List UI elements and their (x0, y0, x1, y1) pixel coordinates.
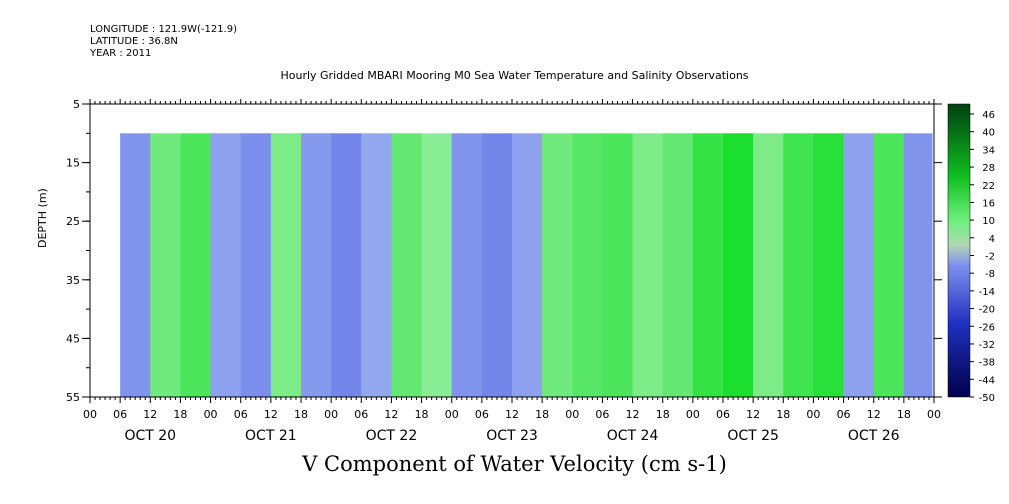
x-tick-label: 18 (656, 408, 670, 421)
heatmap-cell (391, 133, 423, 398)
x-tick-label: 12 (867, 408, 881, 421)
colorbar-label: -8 (985, 269, 995, 280)
x-tick-label: 18 (897, 408, 911, 421)
x-day-label: OCT 20 (124, 428, 176, 444)
heatmap-cell (301, 133, 332, 398)
x-tick-label: 00 (927, 408, 941, 421)
heatmap-cell (572, 133, 603, 398)
colorbar-label: -32 (979, 340, 995, 351)
y-axis-label: DEPTH (m) (36, 188, 49, 248)
colorbar-label: 4 (989, 234, 995, 245)
x-tick-label: 06 (113, 408, 127, 421)
x-tick-label: 06 (595, 408, 609, 421)
colorbar-gradient (947, 103, 971, 398)
x-tick-label: 18 (173, 408, 187, 421)
x-tick-label: 06 (716, 408, 730, 421)
x-tick-label: 00 (806, 408, 820, 421)
x-tick-label: 06 (475, 408, 489, 421)
x-tick-label: 06 (234, 408, 248, 421)
x-tick-label: 00 (83, 408, 97, 421)
heatmap (120, 133, 933, 398)
x-tick-label: 00 (445, 408, 459, 421)
heatmap-cell (813, 133, 845, 398)
x-tick-label: 18 (776, 408, 790, 421)
heatmap-cell (512, 133, 543, 398)
x-day-label: OCT 21 (245, 428, 297, 444)
colorbar-label: 28 (982, 163, 995, 174)
x-tick-label: 00 (204, 408, 218, 421)
plot-title: Hourly Gridded MBARI Mooring M0 Sea Wate… (280, 69, 749, 82)
heatmap-cell (421, 133, 453, 398)
heatmap-cell (180, 133, 212, 398)
heatmap-cell (753, 133, 784, 398)
heatmap-cell (843, 133, 875, 398)
y-tick-label: 15 (66, 157, 80, 170)
colorbar-label: -38 (979, 358, 995, 369)
y-tick-label: 25 (66, 215, 80, 228)
colorbar-label: 40 (982, 128, 995, 139)
x-tick-label: 12 (746, 408, 760, 421)
heatmap-cell (120, 133, 151, 398)
colorbar-label: 16 (982, 198, 995, 209)
x-tick-label: 12 (626, 408, 640, 421)
colorbar-label: 22 (982, 181, 995, 192)
heatmap-cell (240, 133, 272, 398)
colorbar-label: -2 (985, 252, 995, 263)
colorbar-label: 10 (982, 216, 995, 227)
chart-title: V Component of Water Velocity (cm s-1) (302, 452, 727, 476)
heatmap-cell (210, 133, 242, 398)
heatmap-cell (361, 133, 392, 398)
y-tick-label: 55 (66, 391, 80, 404)
y-tick-label: 35 (66, 274, 80, 287)
x-day-label: OCT 24 (607, 428, 659, 444)
x-tick-label: 00 (565, 408, 579, 421)
x-day-label: OCT 22 (366, 428, 418, 444)
colorbar: 46 40 34 28 22 16 10 4 -2 -8 -14 -20 -26 -32 -38 -44 -50 (947, 103, 995, 404)
heatmap-cell (632, 133, 664, 398)
heatmap-cell (481, 133, 513, 398)
heatmap-cell (542, 133, 573, 398)
colorbar-label: -44 (979, 375, 995, 386)
x-tick-label: 06 (354, 408, 368, 421)
x-day-label: OCT 23 (486, 428, 538, 444)
year-label: YEAR : 2011 (90, 48, 152, 59)
heatmap-cell (270, 133, 302, 398)
colorbar-label: 46 (982, 110, 995, 121)
x-tick-label: 12 (505, 408, 519, 421)
x-day-label: OCT 25 (727, 428, 779, 444)
heatmap-cell (873, 133, 905, 398)
heatmap-cell (602, 133, 634, 398)
heatmap-cell (723, 133, 754, 398)
colorbar-label: -20 (979, 305, 995, 316)
y-tick-label: 45 (66, 332, 80, 345)
colorbar-label: -26 (979, 322, 995, 333)
x-tick-label: 18 (535, 408, 549, 421)
colorbar-label: -50 (979, 393, 995, 404)
x-tick-label: 12 (143, 408, 157, 421)
x-day-label: OCT 26 (848, 428, 900, 444)
longitude-label: LONGITUDE : 121.9W(-121.9) (90, 24, 237, 35)
latitude-label: LATITUDE : 36.8N (90, 36, 178, 47)
heatmap-cell (150, 133, 181, 398)
heatmap-cell (662, 133, 694, 398)
x-tick-label: 12 (384, 408, 398, 421)
heatmap-cell (451, 133, 483, 398)
heatmap-cell (331, 133, 362, 398)
x-tick-label: 06 (837, 408, 851, 421)
heatmap-cell (692, 133, 724, 398)
x-tick-label: 18 (294, 408, 308, 421)
x-tick-label: 12 (264, 408, 278, 421)
colorbar-label: 34 (982, 145, 995, 156)
y-tick-label: 5 (73, 98, 80, 111)
heatmap-cell (783, 133, 814, 398)
heatmap-cell (903, 133, 933, 398)
x-tick-label: 00 (324, 408, 338, 421)
x-tick-label: 18 (415, 408, 429, 421)
colorbar-label: -14 (979, 287, 995, 298)
x-tick-label: 00 (686, 408, 700, 421)
